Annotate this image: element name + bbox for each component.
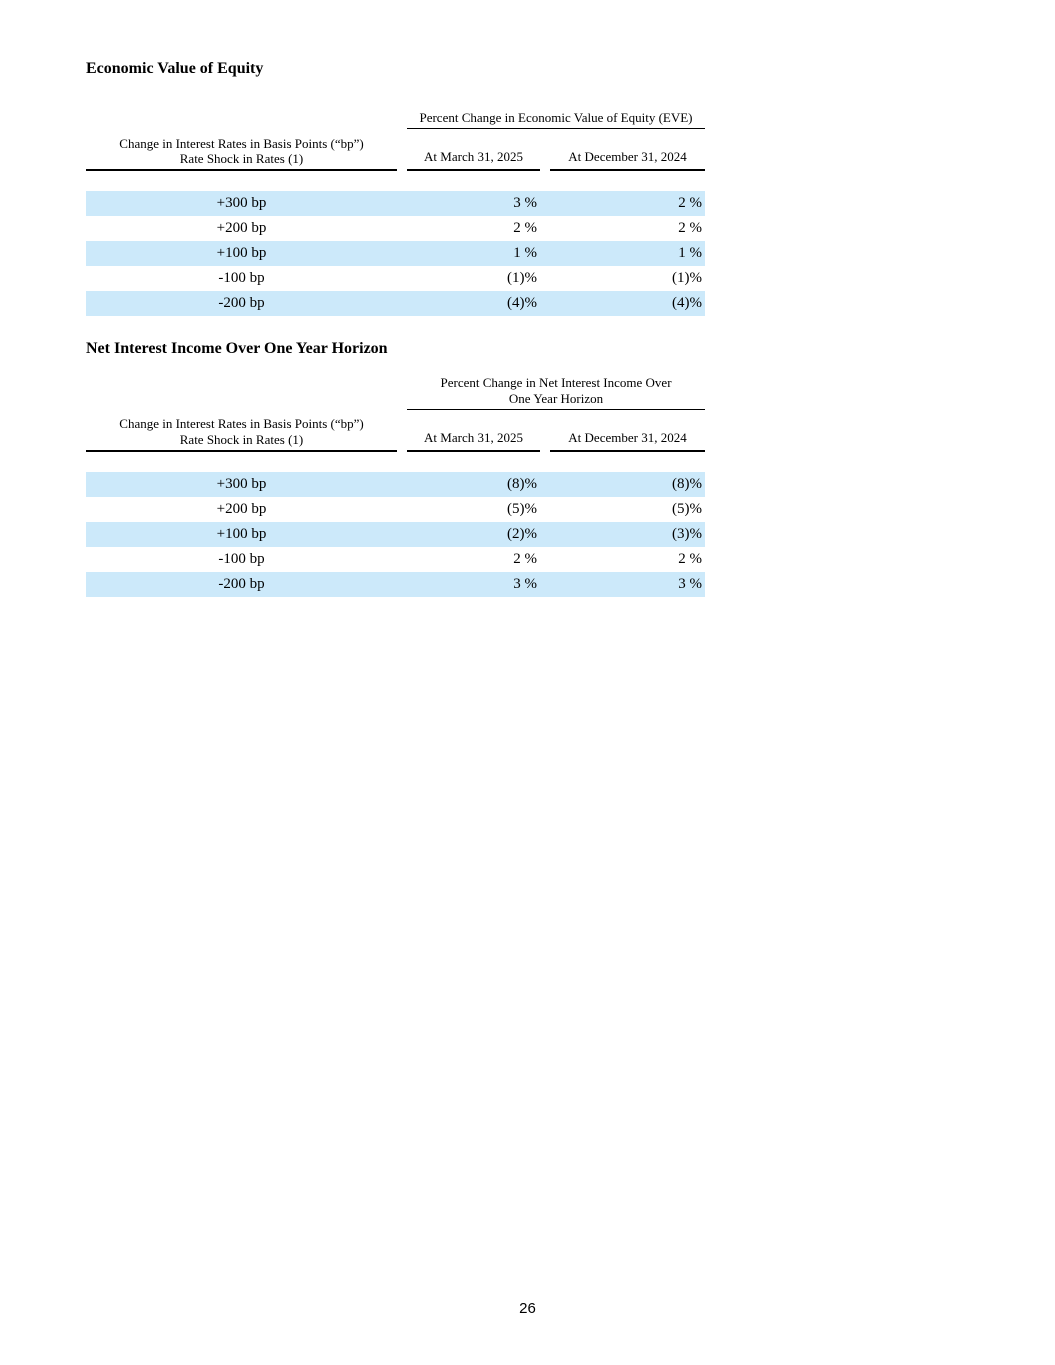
column-gap <box>397 371 407 451</box>
rate-shock-label: -100 bp <box>218 550 265 567</box>
table-row: +200 bp 2 % 2 % <box>86 216 705 241</box>
spacer-row <box>86 170 705 191</box>
value-march-2025: 2 % <box>513 220 537 237</box>
value-march-2025: (5)% <box>507 500 537 517</box>
table-row: -100 bp 2 % 2 % <box>86 547 705 572</box>
column-header-december-2024: At December 31, 2024 <box>550 128 705 172</box>
column-header-march-2025: At March 31, 2025 <box>407 128 540 172</box>
spacer-row <box>86 451 705 472</box>
column-gap <box>540 129 550 171</box>
table-row: +200 bp (5)% (5)% <box>86 497 705 522</box>
value-march-2025: 3 % <box>513 575 537 592</box>
value-december-2024: 2 % <box>678 220 702 237</box>
value-december-2024: (5)% <box>672 500 703 517</box>
value-december-2024: 2 % <box>678 195 702 212</box>
table-row: +300 bp 3 % 2 % <box>86 191 705 217</box>
value-december-2024: (8)% <box>672 475 703 492</box>
span-header-line1: Percent Change in Economic Value of Equi… <box>419 110 693 126</box>
stub-header-line2: Rate Shock in Rates (1) <box>179 431 304 447</box>
rate-shock-label: -100 bp <box>218 270 265 287</box>
value-december-2024: (3)% <box>672 525 703 542</box>
column-header-row: At March 31, 2025 At December 31, 2024 <box>86 409 706 452</box>
value-march-2025: 2 % <box>513 550 537 567</box>
value-december-2024: (4)% <box>672 295 702 312</box>
value-march-2025: (8)% <box>507 475 537 492</box>
stub-column-header: Change in Interest Rates in Basis Points… <box>86 370 397 452</box>
span-column-header: Percent Change in Net Interest Income Ov… <box>407 370 706 410</box>
rate-shock-label: +300 bp <box>216 475 267 492</box>
nii-table: Change in Interest Rates in Basis Points… <box>86 370 706 597</box>
span-header-line2: One Year Horizon <box>508 390 604 406</box>
column-header-march-2025: At March 31, 2025 <box>407 409 540 452</box>
section-economic-value-of-equity: Economic Value of Equity Change in Inter… <box>86 60 705 317</box>
rate-shock-label: -200 bp <box>218 295 265 312</box>
column-header-row: At March 31, 2025 At December 31, 2024 <box>86 128 705 172</box>
column-gap <box>540 409 550 451</box>
table-row: +100 bp 1 % 1 % <box>86 241 705 267</box>
table-row: -200 bp 3 % 3 % <box>86 571 706 597</box>
column-header-december-2024: At December 31, 2024 <box>550 409 706 452</box>
span-header-row: Change in Interest Rates in Basis Points… <box>86 90 705 172</box>
table-row: +100 bp (2)% (3)% <box>86 521 706 547</box>
rate-shock-label: +200 bp <box>216 500 267 517</box>
value-december-2024: 1 % <box>678 245 702 262</box>
column-gap <box>397 90 407 170</box>
value-december-2024: 2 % <box>678 550 703 567</box>
rate-shock-label: +100 bp <box>216 245 267 262</box>
span-column-header: Percent Change in Economic Value of Equi… <box>407 90 705 130</box>
value-december-2024: 3 % <box>678 575 703 592</box>
span-header-row: Change in Interest Rates in Basis Points… <box>86 370 706 452</box>
page-content: Economic Value of Equity Change in Inter… <box>86 60 706 597</box>
section-heading: Economic Value of Equity <box>86 60 264 77</box>
table-row: +300 bp (8)% (8)% <box>86 471 706 497</box>
eve-table: Change in Interest Rates in Basis Points… <box>86 90 705 317</box>
rate-shock-label: +200 bp <box>216 220 267 237</box>
value-march-2025: (4)% <box>507 295 537 312</box>
value-march-2025: 3 % <box>513 195 537 212</box>
value-march-2025: (1)% <box>507 270 537 287</box>
table-row: -100 bp (1)% (1)% <box>86 266 705 291</box>
table-row: -200 bp (4)% (4)% <box>86 291 705 317</box>
value-march-2025: (2)% <box>507 525 537 542</box>
stub-header-line1: Change in Interest Rates in Basis Points… <box>119 135 364 151</box>
span-header-line1: Percent Change in Net Interest Income Ov… <box>440 375 672 391</box>
rate-shock-label: +100 bp <box>216 525 267 542</box>
rate-shock-label: +300 bp <box>216 195 267 212</box>
stub-header-line1: Change in Interest Rates in Basis Points… <box>119 416 364 432</box>
stub-column-header: Change in Interest Rates in Basis Points… <box>86 90 397 172</box>
page-number: 26 <box>519 1300 536 1317</box>
value-december-2024: (1)% <box>672 270 702 287</box>
section-heading: Net Interest Income Over One Year Horizo… <box>86 340 388 358</box>
rate-shock-label: -200 bp <box>218 575 265 592</box>
section-net-interest-income: Net Interest Income Over One Year Horizo… <box>86 340 706 597</box>
stub-header-line2: Rate Shock in Rates (1) <box>179 151 304 167</box>
value-march-2025: 1 % <box>513 245 537 262</box>
